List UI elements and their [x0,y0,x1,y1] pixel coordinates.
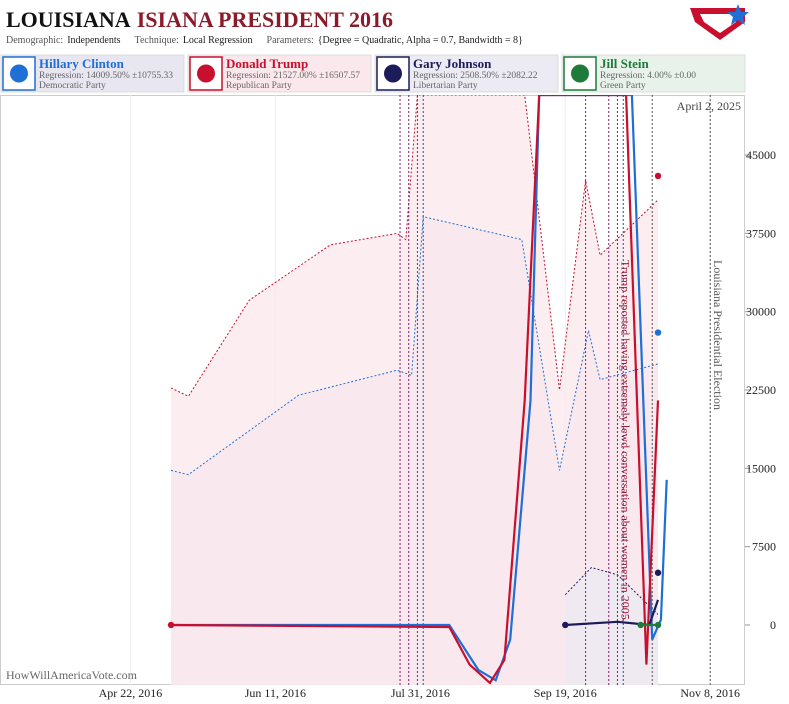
legend-regression: Regression: 21527.00% ±16507.57 [226,71,360,81]
chart-title: LOUISIANA ISIANA PRESIDENT 2016 [6,7,393,32]
y-tick-label: 45000 [746,148,776,162]
legend-icon-mark [197,64,215,83]
confidence-area [565,567,659,685]
legend-icon-mark [384,64,402,83]
confidence-area [171,95,659,685]
y-tick-label: 7500 [752,540,776,554]
subtitle: Demographic: Independents Technique: Local … [6,35,523,46]
subtitle-label: Parameters: [267,35,314,46]
legend-regression: Regression: 2508.50% ±2082.22 [413,71,538,81]
subtitle-value: Independents [67,35,120,46]
x-tick-label: Apr 22, 2016 [99,686,163,700]
legend-party: Libertarian Party [413,81,478,91]
x-tick-label: Jul 31, 2016 [391,686,450,700]
subtitle-label: Technique: [135,35,179,46]
annotation-text: Louisiana Presidential Election [711,260,725,410]
legend-icon-mark [571,64,589,83]
series-line [171,95,668,682]
legend-name: Hillary Clinton [39,56,125,71]
data-point [637,621,644,629]
logo [690,4,749,40]
legend-party: Green Party [600,81,646,91]
y-tick-label: 15000 [746,461,776,475]
confidence-line [564,566,659,615]
series-line [170,95,660,685]
legend-icon-mark [10,64,28,83]
subtitle-text: Demographic: Independents Technique: Local … [6,35,523,46]
annotation-text: Trump reported having extremely lewd con… [618,260,632,623]
date-label: April 2, 2025 [677,99,741,113]
legend-party: Democratic Party [39,81,106,91]
legend-name: Donald Trump [226,56,308,71]
x-tick-label: Jun 11, 2016 [245,686,306,700]
legend-regression: Regression: 4.00% ±0.00 [600,71,696,81]
data-point [654,569,662,576]
watermark: HowWillAmericaVote.com [6,668,138,682]
y-tick-label: 30000 [746,305,776,319]
data-point [167,621,175,629]
subtitle-label: Demographic: [6,35,63,46]
y-tick-label: 0 [770,618,776,632]
legend-party: Republican Party [226,81,292,91]
data-point [654,172,662,180]
legend-name: Gary Johnson [413,56,492,71]
x-tick-label: Sep 19, 2016 [534,686,597,700]
data-point [654,621,662,629]
series-line [565,599,660,627]
subtitle-value: Local Regression [183,35,253,46]
data-point [654,329,662,336]
y-tick-label: 37500 [746,226,776,240]
plot-area [129,95,711,685]
legend-regression: Regression: 14009.50% ±10755.33 [39,71,173,81]
subtitle-value: {Degree = Quadratic, Alpha = 0.7, Bandwi… [318,35,523,46]
y-tick-label: 22500 [746,383,776,397]
x-tick-label: Nov 8, 2016 [680,686,740,700]
data-point [562,621,569,629]
axes: Apr 22, 2016 Jun 11, 2016 Jul 31, 2016 Sep … [6,99,776,700]
legend-name: Jill Stein [600,56,650,71]
